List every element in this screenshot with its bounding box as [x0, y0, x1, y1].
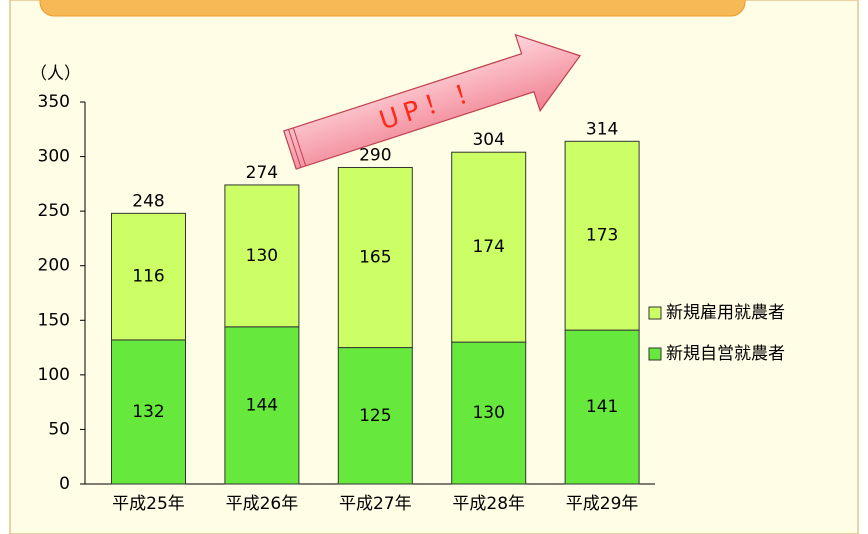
- total-label: 248: [132, 191, 164, 211]
- value-label: 165: [359, 248, 391, 268]
- banner: [40, 0, 745, 16]
- value-label: 130: [246, 246, 278, 266]
- y-tick-label: 200: [38, 256, 70, 276]
- y-tick-label: 150: [38, 310, 70, 330]
- value-label: 173: [586, 226, 618, 246]
- x-tick-label: 平成27年: [339, 494, 412, 514]
- y-tick-label: 300: [38, 147, 70, 167]
- y-tick-label: 250: [38, 201, 70, 221]
- value-label: 141: [586, 397, 618, 417]
- value-label: 116: [132, 267, 164, 287]
- y-tick-label: 100: [38, 365, 70, 385]
- value-label: 130: [472, 403, 504, 423]
- y-tick-label: 50: [48, 419, 70, 439]
- x-tick-label: 平成25年: [112, 494, 185, 514]
- value-label: 125: [359, 406, 391, 426]
- legend-swatch: [649, 307, 661, 319]
- chart: UP！！ （人） 050100150200250300350平成25年13211…: [0, 0, 868, 534]
- x-tick-label: 平成26年: [226, 494, 299, 514]
- value-label: 132: [132, 402, 164, 422]
- x-tick-label: 平成29年: [566, 494, 639, 514]
- x-tick-label: 平成28年: [452, 494, 525, 514]
- y-axis-label: （人）: [30, 64, 81, 84]
- y-tick-label: 350: [38, 92, 70, 112]
- total-label: 290: [359, 145, 391, 165]
- value-label: 144: [246, 395, 278, 415]
- value-label: 174: [472, 237, 504, 257]
- total-label: 314: [586, 119, 618, 139]
- legend-label: 新規自営就農者: [666, 344, 785, 364]
- total-label: 304: [472, 130, 504, 150]
- y-tick-label: 0: [59, 474, 70, 494]
- legend-label: 新規雇用就農者: [666, 303, 785, 323]
- legend-swatch: [649, 348, 661, 360]
- total-label: 274: [246, 163, 278, 183]
